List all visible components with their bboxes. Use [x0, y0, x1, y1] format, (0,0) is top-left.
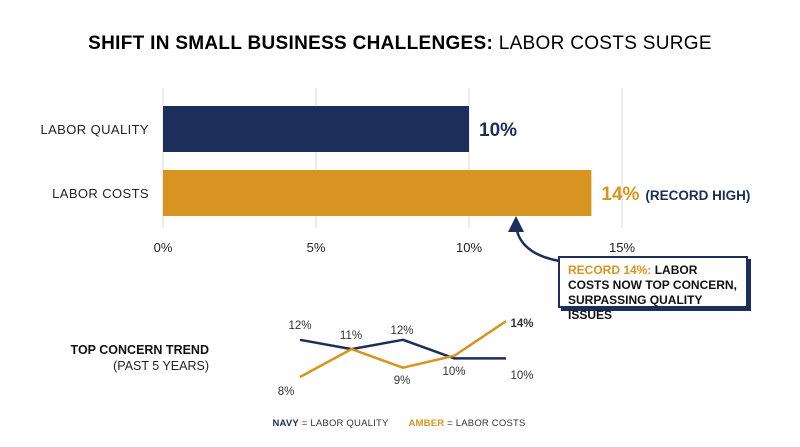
- legend-amber-text: = LABOR COSTS: [447, 418, 525, 429]
- legend: NAVY = LABOR QUALITY AMBER = LABOR COSTS: [272, 418, 525, 429]
- x-tick-label: 0%: [154, 240, 173, 255]
- point-label: 9%: [394, 375, 411, 387]
- point-label: 14%: [510, 318, 533, 330]
- title-bold-part: SHIFT IN SMALL BUSINESS CHALLENGES:: [88, 33, 493, 54]
- series-line: [299, 338, 506, 360]
- series-line: [299, 320, 507, 379]
- legend-amber-key: AMBER: [408, 418, 444, 429]
- bar: [163, 106, 469, 152]
- bar-value-label: 10%: [479, 120, 517, 141]
- title-rest-part: LABOR COSTS SURGE: [499, 33, 712, 54]
- trend-title: TOP CONCERN TREND: [71, 343, 209, 357]
- point-label: 11%: [340, 330, 362, 342]
- point-label: 10%: [510, 370, 533, 382]
- x-tick-label: 5%: [307, 240, 326, 255]
- x-tick-label: 10%: [456, 240, 482, 255]
- bar: [163, 170, 592, 216]
- callout-arrow: [508, 216, 567, 264]
- point-label: 10%: [442, 366, 465, 378]
- x-tick-label: 15%: [609, 240, 635, 255]
- trend-lines: 12% 11% 12% 10% 8% 9% 10% 14%: [278, 318, 534, 398]
- chart-title: SHIFT IN SMALL BUSINESS CHALLENGES: LABO…: [88, 33, 712, 54]
- legend-navy-key: NAVY: [272, 418, 299, 429]
- callout-text: LABOR COSTS NOW TOP CONCERN, SURPASSING …: [568, 263, 737, 322]
- point-label: 12%: [288, 320, 311, 332]
- legend-navy-text: = LABOR QUALITY: [302, 418, 389, 429]
- record-high-annotation: (RECORD HIGH): [645, 188, 750, 203]
- category-label: LABOR QUALITY: [40, 122, 149, 137]
- point-label: 12%: [390, 325, 413, 337]
- bar-series: LABOR QUALITY 10% LABOR COSTS 14% (RECORD HI…: [40, 106, 750, 216]
- callout-highlight: RECORD 14%:: [568, 263, 652, 277]
- trend-subtitle: (PAST 5 YEARS): [113, 359, 209, 373]
- x-axis-ticks: 0% 5% 10% 15%: [154, 240, 636, 255]
- callout-box: RECORD 14%: LABOR COSTS NOW TOP CONCERN,…: [558, 256, 748, 322]
- category-label: LABOR COSTS: [52, 186, 149, 201]
- bar-value-label: 14% (RECORD HIGH): [601, 184, 750, 205]
- point-label: 8%: [278, 386, 295, 398]
